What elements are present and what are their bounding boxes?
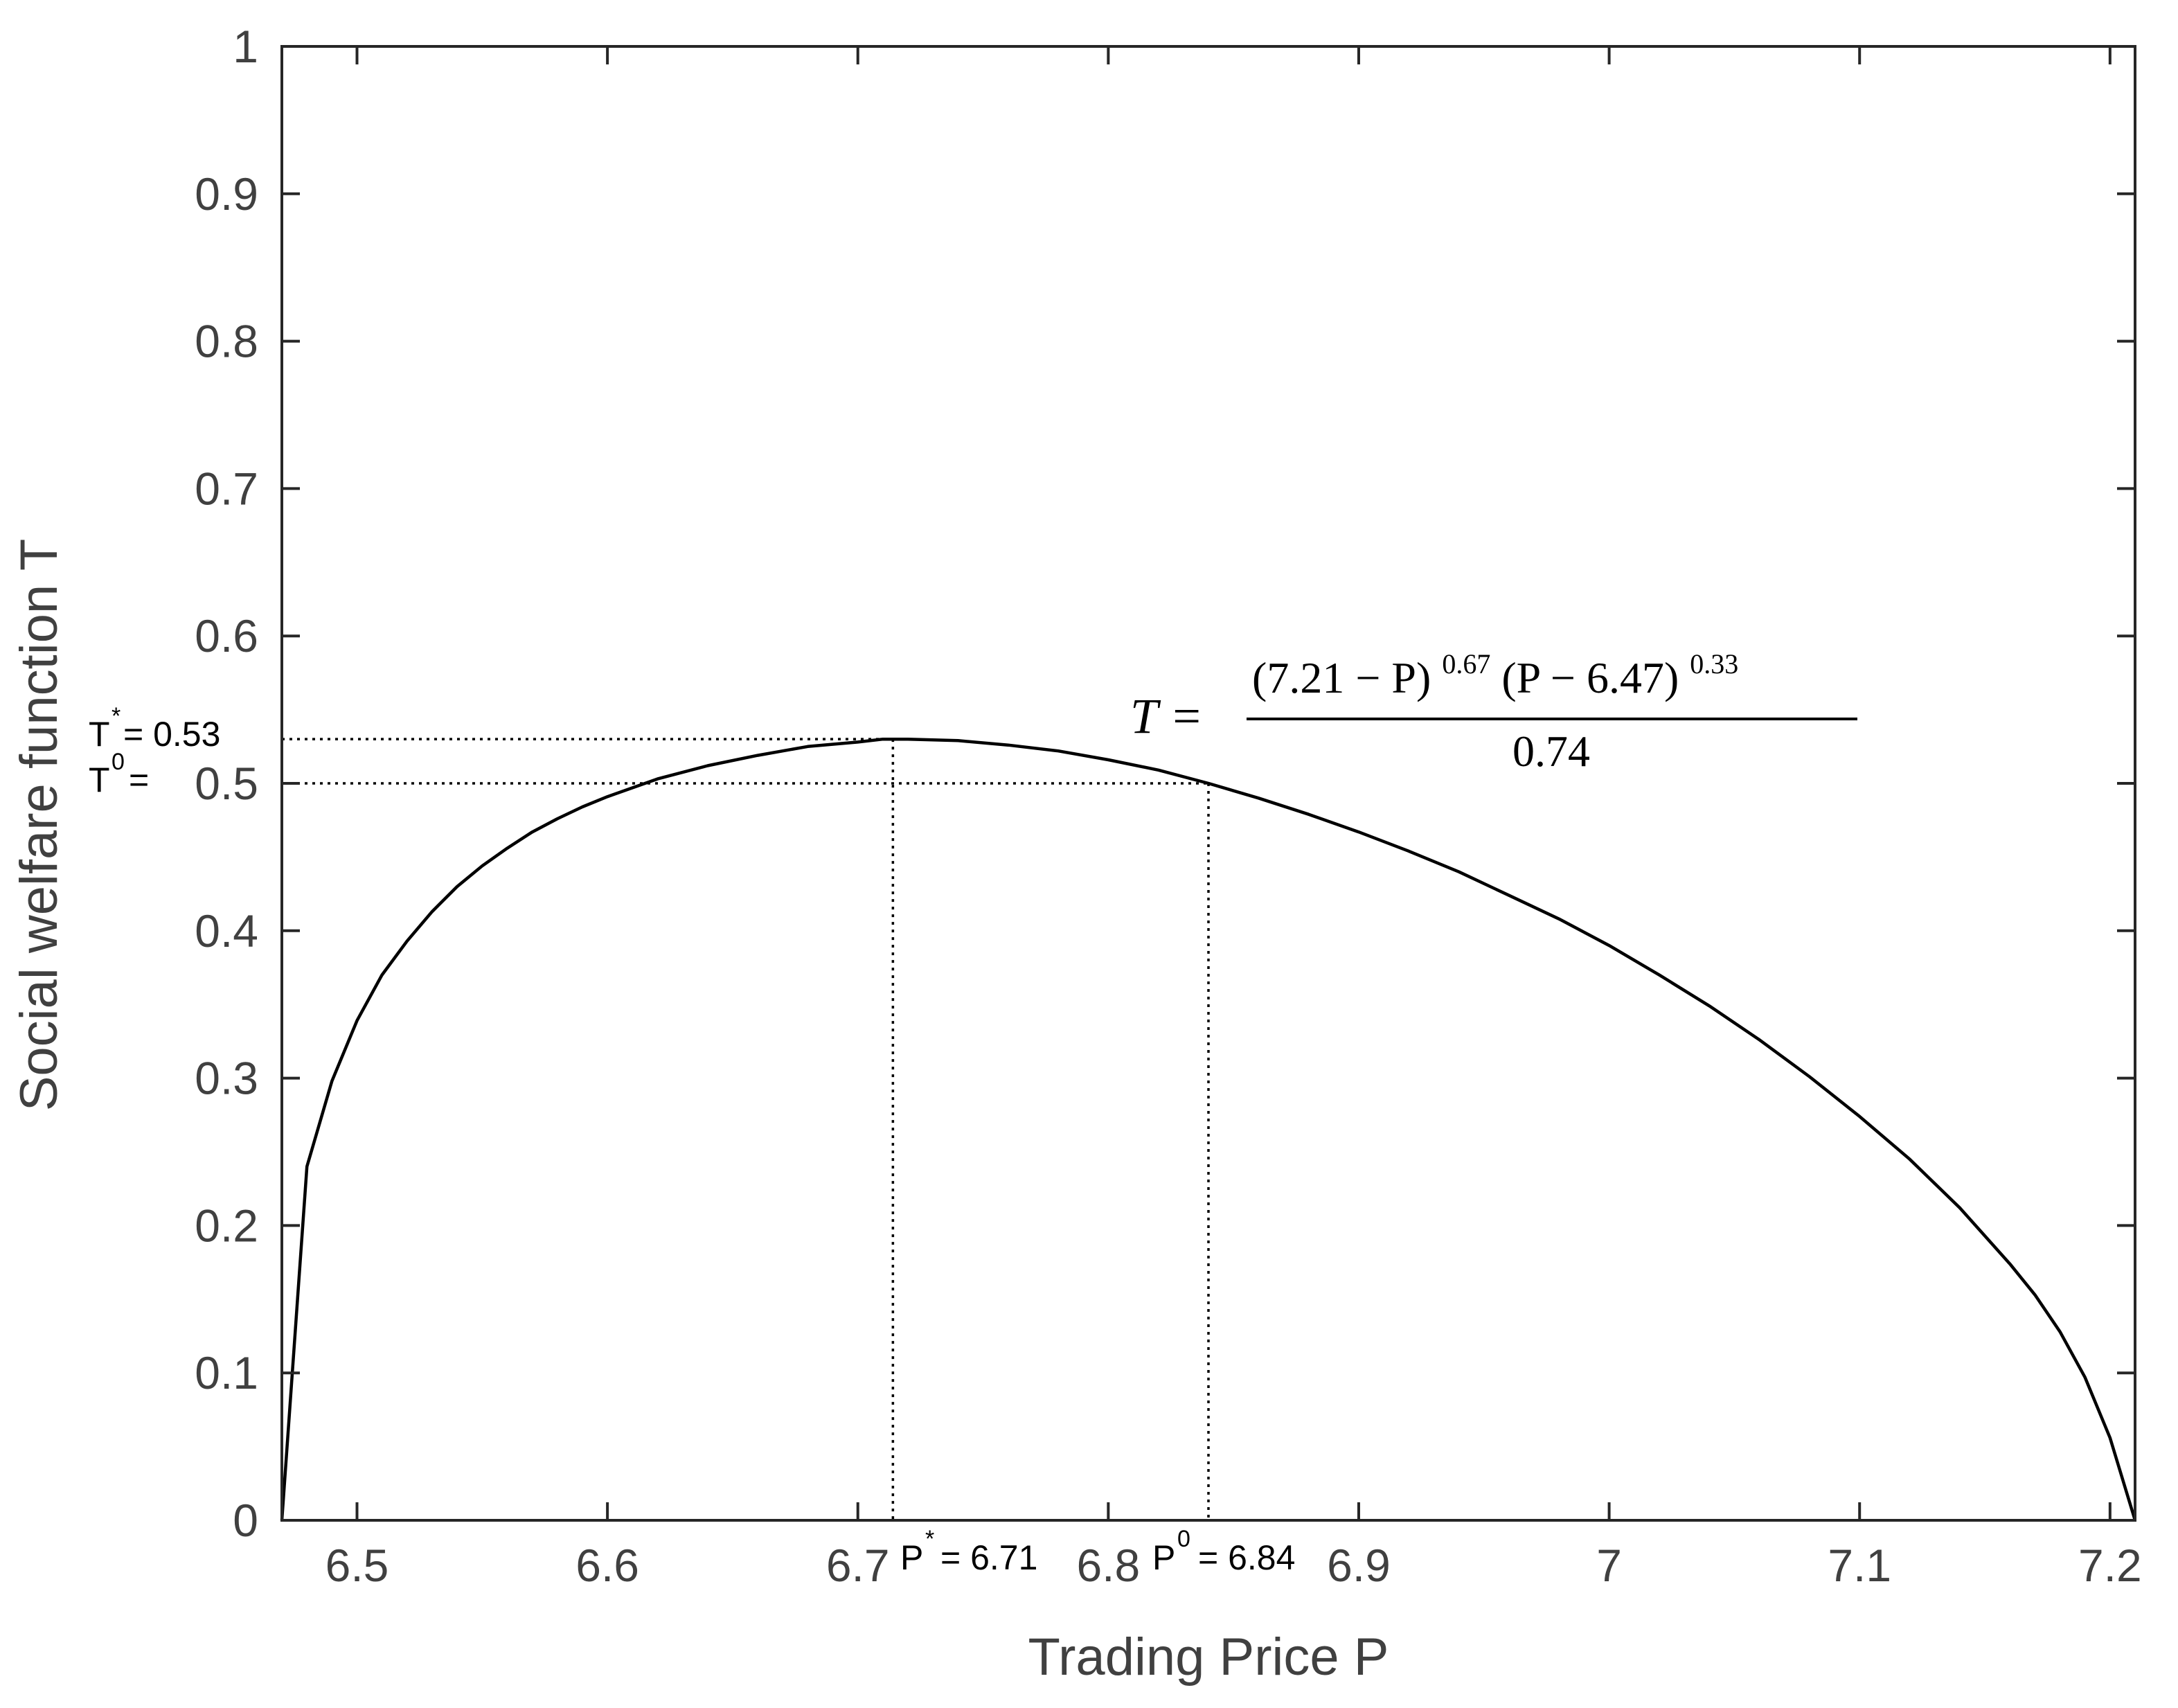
p-zero-annotation: P 0 = 6.84 bbox=[1152, 1526, 1295, 1577]
y-tick-label: 1 bbox=[233, 21, 258, 72]
x-tick-label: 6.8 bbox=[1076, 1540, 1140, 1591]
formula: T = (7.21 − P) 0.67 (P − 6.47) 0.33 0.74 bbox=[1130, 634, 1857, 776]
x-tick-label: 6.6 bbox=[575, 1540, 639, 1591]
p-star-annotation: P * = 6.71 bbox=[900, 1526, 1037, 1577]
formula-lhs: T = bbox=[1130, 688, 1203, 744]
x-tick-label: 7 bbox=[1596, 1540, 1622, 1591]
formula-numerator: (7.21 − P) 0.67 (P − 6.47) 0.33 bbox=[1252, 634, 1738, 702]
x-tick-labels: 6.5 6.6 6.7 6.8 6.9 7 7.1 7.2 bbox=[325, 1540, 2142, 1591]
y-tick-labels: 0 0.1 0.2 0.3 0.4 0.5 0.6 0.7 0.8 0.9 1 bbox=[195, 21, 258, 1546]
x-tick-label: 6.5 bbox=[325, 1540, 389, 1591]
x-tick-label: 6.7 bbox=[826, 1540, 890, 1591]
y-tick-label: 0.2 bbox=[195, 1200, 258, 1251]
t-zero-annotation: T 0 = bbox=[89, 749, 149, 799]
y-tick-label: 0.3 bbox=[195, 1053, 258, 1104]
axis-ticks bbox=[282, 45, 2135, 1522]
x-tick-label: 7.1 bbox=[1828, 1540, 1891, 1591]
x-tick-label: 6.9 bbox=[1327, 1540, 1391, 1591]
x-tick-label: 7.2 bbox=[2078, 1540, 2142, 1591]
y-tick-label: 0.6 bbox=[195, 610, 258, 661]
y-tick-label: 0.5 bbox=[195, 758, 258, 809]
x-axis-title: Trading Price P bbox=[1028, 1628, 1389, 1687]
y-axis-title: Social welfare function T bbox=[10, 539, 69, 1112]
t-star-annotation: T * = 0.53 bbox=[89, 703, 220, 754]
y-tick-label: 0.4 bbox=[195, 905, 258, 957]
reference-lines bbox=[282, 738, 1210, 1520]
y-tick-label: 0.1 bbox=[195, 1347, 258, 1398]
formula-denominator: 0.74 bbox=[1512, 727, 1590, 776]
y-tick-label: 0.8 bbox=[195, 316, 258, 367]
series-line bbox=[280, 737, 2137, 1521]
y-tick-label: 0.9 bbox=[195, 168, 258, 220]
y-tick-label: 0 bbox=[233, 1495, 258, 1546]
y-tick-label: 0.7 bbox=[195, 463, 258, 514]
